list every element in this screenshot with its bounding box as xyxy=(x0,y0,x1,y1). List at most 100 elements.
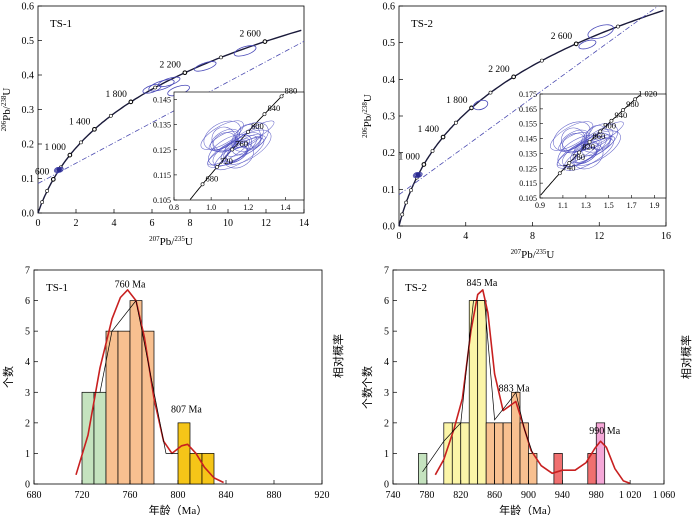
inset-age-label: 820 xyxy=(582,141,595,151)
cluster-center xyxy=(415,172,421,178)
inset-age-label: 740 xyxy=(563,162,576,172)
inset-x-tick-label: 1.3 xyxy=(581,201,591,210)
y-tick-label: 0.4 xyxy=(22,71,35,82)
y-tick-label: 4 xyxy=(384,357,389,368)
y-axis-label-secondary: 个数 xyxy=(361,387,374,409)
histogram-bar xyxy=(460,422,470,485)
data-ellipse xyxy=(148,79,175,92)
age-tick-marker xyxy=(469,105,474,110)
inset-age-label: 880 xyxy=(285,85,298,95)
panel-title: TS-2 xyxy=(405,282,427,294)
y-tick-label: 4 xyxy=(25,357,30,368)
inset-age-label: 720 xyxy=(220,156,233,166)
panel-title: TS-1 xyxy=(50,18,72,30)
x-tick-label: 680 xyxy=(27,490,42,501)
y-tick-label: 0.5 xyxy=(22,36,35,47)
histogram-bar xyxy=(141,330,155,485)
age-label: 1 400 xyxy=(418,125,440,135)
age-tick-marker xyxy=(92,127,97,132)
y-tick-label: 0.6 xyxy=(22,2,35,13)
age-histogram-ts1: 760 Ma 807 Ma 680 720 760 800 840 880 920 0 1 2 3 4 5 6… xyxy=(2,266,345,515)
inset-data-ellipse xyxy=(207,135,258,168)
inset-x-tick-label: 1.0 xyxy=(206,203,216,212)
y-tick-label: 6 xyxy=(25,296,30,307)
y-tick-label: 2 xyxy=(384,418,389,429)
cluster-center xyxy=(56,167,62,173)
y-tick-label: 0.6 xyxy=(383,2,396,13)
age-tick-marker xyxy=(409,188,413,193)
age-tick-marker xyxy=(263,39,267,44)
age-tick-marker xyxy=(182,70,187,75)
inset-age-marker xyxy=(215,165,220,169)
inset-x-tick-label: 0.9 xyxy=(535,201,545,210)
y-tick-label: 0.3 xyxy=(22,105,35,116)
inset-x-tick-label: 1.4 xyxy=(280,203,290,212)
age-tick-marker xyxy=(67,153,72,158)
y-tick-label: 0 xyxy=(384,480,389,491)
concordia-plot-ts2: 0 4 8 12 16 0.0 0.1 0.2 0.3 0.4 0.5 0.6 1 000 1 400 1 … xyxy=(361,2,671,262)
data-ellipse xyxy=(578,39,597,50)
y-tick-label: 0.2 xyxy=(22,140,35,151)
x-tick-label: 740 xyxy=(386,490,401,501)
age-tick-marker xyxy=(616,24,620,29)
inset-age-marker xyxy=(598,129,603,134)
x-tick-label: 10 xyxy=(223,218,233,229)
histogram-bar xyxy=(477,300,487,485)
x-tick-label: 760 xyxy=(123,490,138,501)
x-axis-label: 年龄（Ma） xyxy=(149,503,208,515)
inset-age-label: 680 xyxy=(206,173,219,183)
inset-y-tick-label: 0.175 xyxy=(519,90,537,99)
histogram-bar xyxy=(494,422,504,485)
inset-x-tick-label: 1.9 xyxy=(650,201,660,210)
age-tick-marker xyxy=(421,162,426,167)
inset-y-tick-label: 0.135 xyxy=(519,149,537,158)
inset-data-ellipse xyxy=(556,139,600,167)
inset-data-ellipse xyxy=(214,137,265,171)
inset-data-ellipse xyxy=(550,121,594,151)
inset-age-marker xyxy=(200,182,205,187)
x-tick-label: 820 xyxy=(453,490,468,501)
inset-x-tick-label: 1.2 xyxy=(243,203,253,212)
x-tick-label: 800 xyxy=(171,490,186,501)
age-label: 1 800 xyxy=(105,90,127,100)
right-axis-label: 相对概率 xyxy=(679,335,693,379)
inset-age-marker xyxy=(633,97,638,102)
y-tick-label: 0.1 xyxy=(22,174,35,185)
age-tick-marker xyxy=(45,189,50,193)
histogram-bar xyxy=(129,300,143,485)
age-label: 1 800 xyxy=(446,96,468,106)
y-axis-label: 206Pb/238U xyxy=(361,94,374,138)
inset-age-label: 940 xyxy=(614,110,627,120)
x-tick-label: 920 xyxy=(315,490,330,501)
inset-frame xyxy=(173,91,305,201)
y-tick-label: 1 xyxy=(25,449,30,460)
histogram-bar xyxy=(485,422,495,485)
right-axis-label: 相对概率 xyxy=(331,334,345,378)
x-tick-label: 4 xyxy=(463,231,468,242)
age-tick-marker xyxy=(430,149,435,153)
cumulative-line xyxy=(422,300,534,472)
inset-age-marker xyxy=(262,112,267,117)
x-tick-label: 840 xyxy=(219,490,234,501)
inset-age-marker xyxy=(587,140,592,144)
inset-x-tick-label: 1.7 xyxy=(627,201,637,210)
x-axis-label: 207Pb/235U xyxy=(149,235,193,248)
inset-age-marker xyxy=(279,94,284,99)
discordia-line xyxy=(37,40,305,184)
y-tick-label: 5 xyxy=(384,327,389,338)
age-tick-marker xyxy=(574,41,579,46)
inset-data-ellipse xyxy=(210,128,241,152)
inset-age-label: 980 xyxy=(626,99,639,109)
concordia-curve xyxy=(398,9,664,227)
inset-data-ellipse xyxy=(208,134,252,167)
age-label: 1 000 xyxy=(399,152,421,162)
x-tick-label: 860 xyxy=(487,490,502,501)
data-ellipse xyxy=(157,76,181,88)
histogram-bar xyxy=(117,330,131,485)
x-tick-label: 900 xyxy=(521,490,536,501)
inset-data-ellipse xyxy=(558,131,588,152)
age-tick-marker xyxy=(404,200,409,205)
y-tick-label: 0.0 xyxy=(383,222,396,233)
x-tick-label: 16 xyxy=(661,231,671,242)
age-label: 2 600 xyxy=(551,32,573,42)
